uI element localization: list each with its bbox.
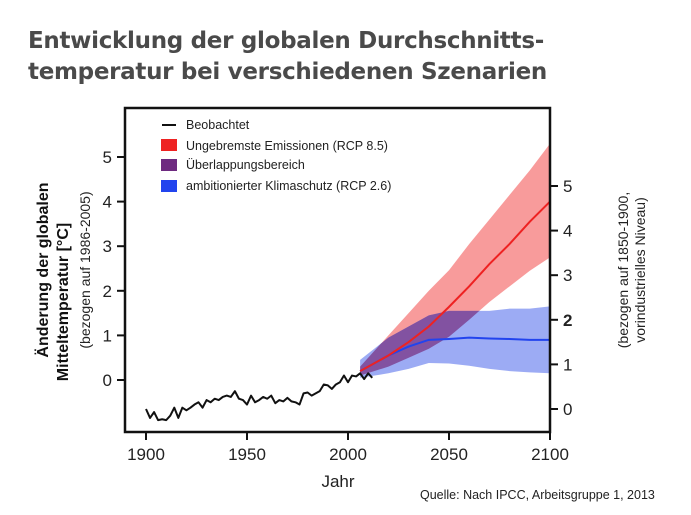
x-tick-label: 1900	[127, 445, 165, 464]
y-left-tick-label: 1	[103, 326, 112, 345]
title-line-2: temperatur bei verschiedenen Szenarien	[28, 59, 547, 85]
y-left-tick-label: 0	[103, 371, 112, 390]
y-right-tick-label: 2	[563, 311, 572, 330]
chart-title: Entwicklung der globalen Durchschnitts- …	[28, 26, 547, 88]
y-left-tick-label: 2	[103, 282, 112, 301]
y-right-tick-label: 5	[563, 177, 572, 196]
source-note: Quelle: Nach IPCC, Arbeitsgruppe 1, 2013	[420, 488, 655, 502]
y-right-tick-label: 0	[563, 400, 572, 419]
plot-frame	[123, 106, 552, 434]
rcp26-uncertainty-band	[360, 306, 550, 378]
legend-label-observed: Beobachtet	[186, 118, 250, 132]
title-line-1: Entwicklung der globalen Durchschnitts-	[28, 28, 544, 54]
legend-label-rcp85: Ungebremste Emissionen (RCP 8.5)	[186, 139, 388, 153]
y-axis-label-left-sub: (bezogen auf 1986-2005)	[77, 191, 93, 348]
observed-line	[145, 372, 373, 422]
y-left-tick-label: 4	[103, 193, 112, 212]
legend-swatch-overlap	[161, 159, 177, 171]
legend: Beobachtet Ungebremste Emissionen (RCP 8…	[161, 118, 391, 193]
rcp26-mean-line	[359, 336, 550, 372]
x-tick-label: 1950	[228, 445, 266, 464]
legend-label-rcp26: ambitionierter Klimaschutz (RCP 2.6)	[186, 179, 391, 193]
legend-label-overlap: Überlappungsbereich	[186, 158, 305, 172]
legend-swatch-rcp26	[161, 180, 177, 192]
y-axis-label-right-2: vorindustrielles Niveau)	[632, 197, 648, 343]
y-right-tick-label: 1	[563, 355, 572, 374]
y-right-tick-label: 3	[563, 266, 572, 285]
x-tick-label: 2000	[329, 445, 367, 464]
y-axis-label-left-1: Änderung der globalen	[34, 182, 52, 357]
y-left-tick-label: 3	[103, 237, 112, 256]
x-tick-label: 2050	[430, 445, 468, 464]
rcp85-uncertainty-band	[360, 143, 550, 376]
y-left-tick-label: 5	[103, 148, 112, 167]
rcp85-mean-line	[359, 200, 550, 372]
y-right-tick-label: 4	[563, 222, 572, 241]
y-axis-label-right-1: (bezogen auf 1850-1900,	[615, 192, 631, 348]
legend-swatch-rcp85	[161, 139, 177, 151]
y-axis-label-left-2: Mitteltemperatur [°C]	[55, 223, 72, 381]
x-tick-label: 2100	[531, 445, 569, 464]
x-axis-label: Jahr	[321, 472, 354, 491]
